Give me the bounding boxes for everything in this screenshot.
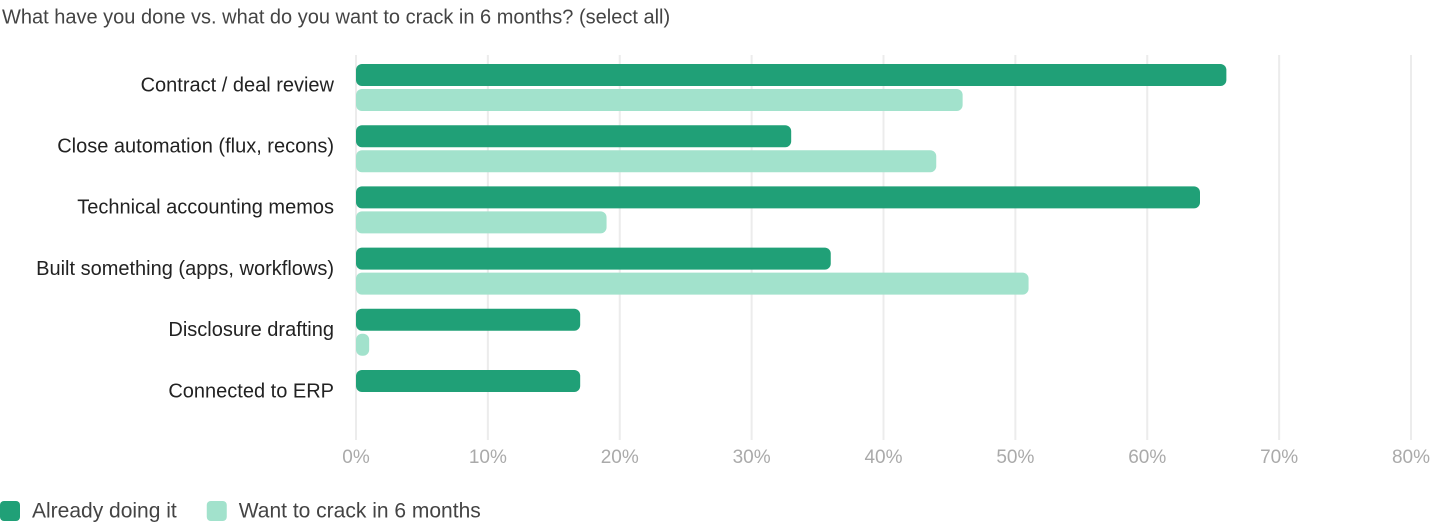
bar (356, 125, 792, 148)
legend-label: Want to crack in 6 months (239, 500, 481, 523)
bar (356, 64, 1227, 86)
legend-label: Already doing it (32, 500, 177, 523)
x-tick-label: 80% (1392, 447, 1430, 468)
x-tick-label: 50% (996, 447, 1034, 468)
y-tick-label: Disclosure drafting (168, 319, 334, 341)
bar (356, 89, 963, 111)
bar (356, 247, 831, 270)
bar (356, 211, 607, 234)
y-tick-label: Built something (apps, workflows) (36, 258, 334, 280)
bar (356, 150, 937, 173)
y-tick-label: Connected to ERP (168, 380, 334, 402)
chart-title: What have you done vs. what do you want … (2, 6, 670, 28)
x-tick-label: 60% (1128, 447, 1166, 468)
x-tick-label: 20% (601, 447, 639, 468)
x-tick-label: 0% (342, 447, 370, 468)
legend-swatch (0, 501, 20, 521)
bar (356, 272, 1029, 295)
bar (356, 308, 581, 331)
y-tick-label: Close automation (flux, recons) (57, 135, 334, 157)
y-tick-label: Contract / deal review (141, 74, 335, 96)
x-tick-label: 10% (469, 447, 507, 468)
x-tick-label: 70% (1260, 447, 1298, 468)
bar (356, 370, 581, 392)
legend-swatch (206, 501, 227, 521)
x-tick-label: 40% (864, 447, 902, 468)
bar (356, 333, 370, 356)
x-tick-label: 30% (733, 447, 771, 468)
y-tick-label: Technical accounting memos (77, 197, 334, 219)
bar (356, 186, 1200, 209)
